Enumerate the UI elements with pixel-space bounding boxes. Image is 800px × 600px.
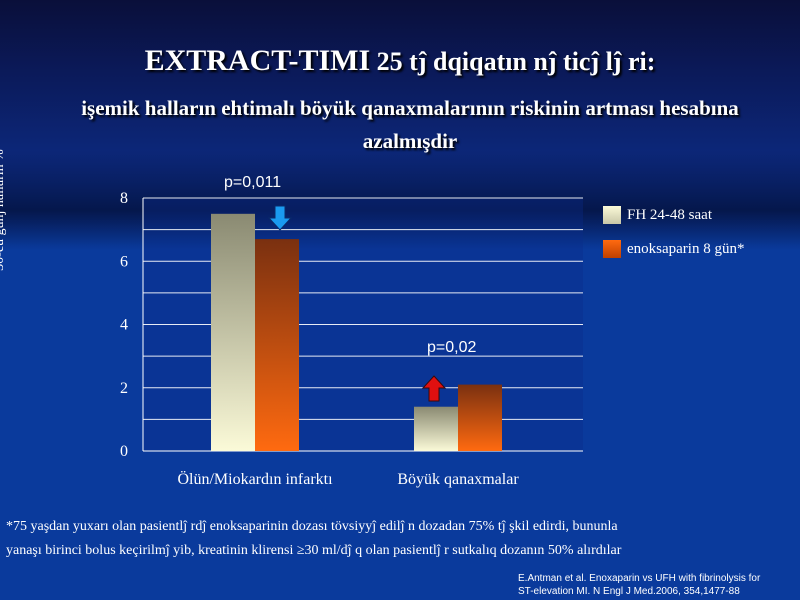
y-tick-label-0: 0 xyxy=(120,443,128,460)
x-category-label-1: Ölün/Miokardın infarktı xyxy=(177,470,333,488)
legend: FH 24-48 saat enoksaparin 8 gün* xyxy=(603,205,744,273)
p-value-infarct: p=0,011 xyxy=(224,174,282,191)
legend-swatch-series-1 xyxy=(603,206,621,224)
footnote-line-2: yanaşı birinci bolus keçirilmĵ yib, krea… xyxy=(6,543,622,558)
slide-title: EXTRACT-TIMI 25 tĵ dqiqatın nĵ ticĵ lĵ r… xyxy=(0,44,800,78)
legend-swatch-series-2 xyxy=(603,240,621,258)
footnote-line-1: *75 yaşdan yuxarı olan pasientlĵ rdĵ eno… xyxy=(6,519,618,534)
legend-label-series-1: FH 24-48 saat xyxy=(627,206,712,223)
footnote: *75 yaşdan yuxarı olan pasientlĵ rdĵ eno… xyxy=(0,515,800,563)
y-tick-label-8: 8 xyxy=(120,190,128,207)
bar-series-2-category-1 xyxy=(255,239,299,451)
arrow-up-icon xyxy=(421,375,447,402)
legend-item-series-2: enoksaparin 8 gün* xyxy=(603,239,744,259)
y-axis-label: 30-cu günĵ halların % xyxy=(0,149,7,271)
y-tick-label-2: 2 xyxy=(120,380,128,397)
y-tick-label-4: 4 xyxy=(120,317,128,334)
title-rest: 25 tĵ dqiqatın nĵ ticĵ lĵ ri: xyxy=(370,47,656,76)
slide-subtitle: işemik halların ehtimalı böyük qanaxmala… xyxy=(81,96,739,153)
bar-series-1-category-2 xyxy=(414,406,458,451)
title-bold: EXTRACT-TIMI xyxy=(144,44,371,77)
reference: E.Antman et al. Enoxaparin vs UFH with f… xyxy=(518,572,800,598)
reference-line-2: ST-elevation MI. N Engl J Med.2006, 354,… xyxy=(518,586,740,597)
p-value-bleeding: p=0,02 xyxy=(427,339,477,356)
y-tick-label-6: 6 xyxy=(120,253,128,270)
legend-item-series-1: FH 24-48 saat xyxy=(603,205,744,225)
bar-series-1-category-1 xyxy=(211,213,255,451)
legend-label-series-2: enoksaparin 8 gün* xyxy=(627,240,745,257)
bar-series-2-category-2 xyxy=(458,384,502,451)
arrow-down-icon xyxy=(267,205,293,231)
header-shadow xyxy=(0,150,800,250)
x-category-label-2: Böyük qanaxmalar xyxy=(397,471,519,488)
reference-line-1: E.Antman et al. Enoxaparin vs UFH with f… xyxy=(518,573,761,584)
